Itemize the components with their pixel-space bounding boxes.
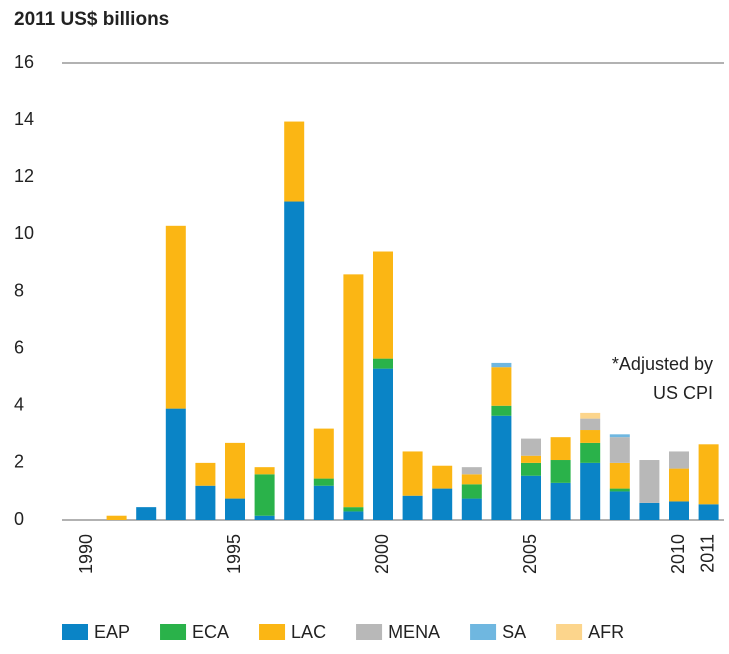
bar-segment xyxy=(373,368,393,520)
bar-segment xyxy=(432,465,453,489)
bar-segment xyxy=(195,485,216,520)
bar-segment xyxy=(313,485,334,520)
legend-label: EAP xyxy=(94,622,130,642)
bar-segment xyxy=(609,437,630,463)
y-tick-label: 2 xyxy=(14,452,24,472)
annotation: *Adjusted by xyxy=(612,354,713,374)
legend-swatch xyxy=(470,624,497,640)
bar-segment xyxy=(609,491,630,520)
bar-segment xyxy=(461,484,482,499)
bar-segment xyxy=(580,418,601,431)
bar-segment xyxy=(284,201,305,520)
bar-segment xyxy=(639,502,660,520)
bar-segment xyxy=(313,478,334,486)
legend-label: MENA xyxy=(388,622,440,642)
y-tick-label: 6 xyxy=(14,337,24,357)
bar-segment xyxy=(550,437,571,461)
x-tick-label: 2011 xyxy=(697,534,717,573)
y-tick-label: 16 xyxy=(14,52,34,72)
annotation: US CPI xyxy=(653,383,713,403)
bar-segment xyxy=(491,405,512,416)
bar-segment xyxy=(106,515,127,520)
x-tick-label: 2000 xyxy=(372,534,392,574)
bar-segment xyxy=(343,274,364,508)
bar-segment xyxy=(461,498,482,520)
x-tick-label: 1995 xyxy=(224,534,244,574)
bar-segment xyxy=(461,467,482,475)
y-tick-label: 8 xyxy=(14,280,24,300)
bar-segment xyxy=(580,412,601,419)
bar-segment xyxy=(491,362,512,368)
chart-title: 2011 US$ billions xyxy=(14,9,169,30)
bar-segment xyxy=(669,468,689,502)
x-tick-label: 2010 xyxy=(668,534,688,574)
bar-segment xyxy=(550,460,571,483)
y-tick-label: 14 xyxy=(14,109,34,129)
bar-segment xyxy=(669,451,689,469)
y-tick-label: 4 xyxy=(14,395,24,415)
y-tick-label: 0 xyxy=(14,509,24,529)
bar-segment xyxy=(698,504,719,520)
bar-segment xyxy=(639,460,660,503)
bar-segment xyxy=(225,498,245,520)
bar-segment xyxy=(254,474,275,516)
bar-segment xyxy=(698,444,719,505)
bar-segment xyxy=(580,442,601,463)
bar-segment xyxy=(402,451,423,496)
legend-swatch xyxy=(62,624,88,640)
bar-segment xyxy=(402,495,423,520)
y-tick-label: 10 xyxy=(14,223,34,243)
bar-segment xyxy=(136,507,157,520)
bar-segment xyxy=(491,367,512,406)
bar-segment xyxy=(669,501,689,520)
legend-label: ECA xyxy=(192,622,229,642)
bar-segment xyxy=(461,474,482,485)
legend-swatch xyxy=(160,624,187,640)
bar-segment xyxy=(165,408,186,520)
bar-segment xyxy=(521,438,541,456)
bar-segment xyxy=(580,462,601,520)
y-tick-label: 12 xyxy=(14,166,34,186)
legend-swatch xyxy=(556,624,583,640)
bar-segment xyxy=(521,475,541,520)
legend-label: LAC xyxy=(291,622,326,642)
legend-label: SA xyxy=(502,622,526,642)
bar-segment xyxy=(195,462,216,486)
bar-segment xyxy=(521,462,541,476)
bar-segment xyxy=(609,488,630,492)
bar-segment xyxy=(343,507,364,512)
bar-segment xyxy=(609,462,630,489)
bar-segment xyxy=(343,511,364,520)
bar-segment xyxy=(609,434,630,438)
bar-segment xyxy=(165,225,186,409)
x-tick-label: 1990 xyxy=(76,534,96,574)
legend-label: AFR xyxy=(588,622,624,642)
bar-segment xyxy=(225,442,245,499)
bar-segment xyxy=(491,415,512,520)
legend-swatch xyxy=(259,624,286,640)
bar-segment xyxy=(254,467,275,475)
bar-segment xyxy=(580,430,601,443)
legend-swatch xyxy=(356,624,383,640)
bar-segment xyxy=(432,488,453,520)
bar-segment xyxy=(373,251,393,359)
x-tick-label: 2005 xyxy=(520,534,540,574)
bar-segment xyxy=(284,121,305,202)
bar-segment xyxy=(313,428,334,479)
bar-segment xyxy=(254,515,275,520)
bar-segment xyxy=(550,482,571,520)
bar-segment xyxy=(521,455,541,463)
bar-segment xyxy=(373,358,393,369)
